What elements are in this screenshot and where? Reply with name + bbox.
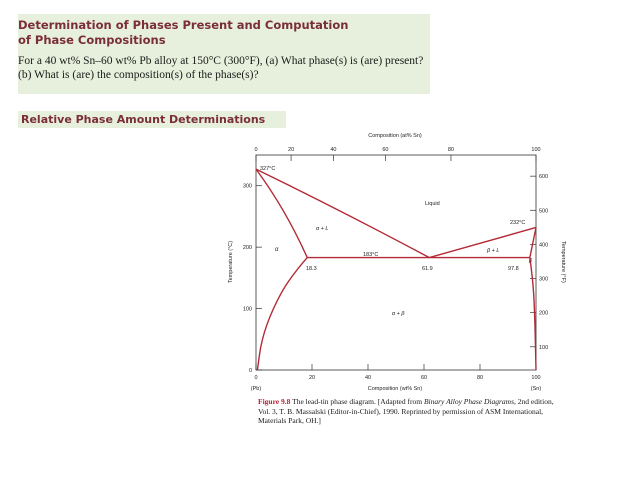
- bottom-right-end-label: (Sn): [531, 386, 542, 392]
- left-axis-title: Temperature (°C): [228, 241, 234, 283]
- problem-title-line-2: of Phase Compositions: [18, 33, 166, 47]
- caption-book-title: Binary Alloy Phase Diagrams,: [423, 397, 516, 406]
- right-axis-ticks: 100 200 300 400 500 600: [530, 174, 548, 351]
- top-tick-label: 40: [330, 147, 336, 153]
- solvus-alpha-line: [256, 257, 308, 371]
- bottom-tick-label: 80: [477, 375, 483, 381]
- top-tick-label: 60: [382, 147, 388, 153]
- top-tick-label: 20: [288, 147, 294, 153]
- bottom-tick-label: 100: [531, 375, 540, 381]
- beta-liquid-region-label: β + L: [486, 248, 499, 254]
- right-tick-label: 400: [539, 242, 548, 248]
- caption-text-before: The lead-tin phase diagram. [Adapted fro…: [292, 397, 423, 406]
- pb-melting-point-label: 327°C: [260, 166, 275, 172]
- beta-max-solubility-label: 97.8: [508, 266, 519, 272]
- plot-frame: [255, 154, 537, 371]
- left-axis-ticks: 0 100 200 300: [243, 184, 262, 374]
- phase-diagram: Composition (at% Sn) 0 20 40 60 80 100 0 20 40 6…: [228, 133, 566, 392]
- top-axis-title: Composition (at% Sn): [368, 133, 422, 139]
- left-tick-label: 300: [243, 184, 252, 190]
- bottom-tick-label: 40: [365, 375, 371, 381]
- left-tick-label: 100: [243, 307, 252, 313]
- figure-label: Figure 9.8: [258, 397, 291, 406]
- solvus-beta-line: [529, 257, 537, 371]
- top-tick-label: 80: [448, 147, 454, 153]
- alpha-liquid-region-label: α + L: [316, 226, 328, 232]
- bottom-axis-title: Composition (wt% Sn): [368, 386, 423, 392]
- eutectic-temperature-label: 183°C: [363, 252, 378, 258]
- top-axis-ticks: 0 20 40 60 80 100: [254, 147, 541, 161]
- eutectic-composition-label: 61.9: [422, 266, 433, 272]
- top-tick-label: 0: [254, 147, 257, 153]
- sn-melting-point-label: 232°C: [510, 220, 525, 226]
- problem-title-line-1: Determination of Phases Present and Comp…: [18, 18, 349, 32]
- caption-text-after: 2nd edition, Vol. 3, T. B. Massalski (Ed…: [258, 397, 554, 425]
- alpha-region-label: α: [275, 247, 279, 253]
- right-tick-label: 200: [539, 311, 548, 317]
- left-tick-label: 0: [249, 368, 252, 374]
- section-heading: Relative Phase Amount Determinations: [21, 113, 266, 126]
- solidus-alpha-line: [255, 168, 308, 258]
- liquid-region-label: Liquid: [425, 201, 440, 207]
- bottom-tick-label: 20: [309, 375, 315, 381]
- bottom-left-end-label: (Pb): [251, 386, 262, 392]
- liquidus-left-line: [255, 168, 430, 259]
- right-tick-label: 300: [539, 277, 548, 283]
- alpha-max-solubility-label: 18.3: [306, 266, 317, 272]
- bottom-axis-ticks: 0 20 40 60 80 100: [254, 364, 541, 381]
- right-tick-label: 500: [539, 208, 548, 214]
- bottom-tick-label: 60: [421, 375, 427, 381]
- right-axis-title: Temperature (°F): [560, 241, 566, 283]
- right-tick-label: 100: [539, 345, 548, 351]
- bottom-tick-label: 0: [254, 375, 257, 381]
- top-tick-label: 100: [531, 147, 540, 153]
- figure-caption: Figure 9.8 The lead-tin phase diagram. […: [258, 397, 558, 426]
- beta-region-label: β: [528, 258, 532, 264]
- section-heading-box: [18, 111, 286, 128]
- alpha-beta-region-label: α + β: [392, 311, 405, 317]
- right-tick-label: 600: [539, 174, 548, 180]
- problem-text: For a 40 wt% Sn–60 wt% Pb alloy at 150°C…: [18, 55, 424, 81]
- phase-boundaries: [255, 168, 537, 371]
- liquidus-right-line: [429, 226, 537, 259]
- problem-box: [18, 14, 430, 94]
- solidus-beta-line: [529, 227, 537, 258]
- left-tick-label: 200: [243, 245, 252, 251]
- problem-title: Determination of Phases Present and Comp…: [18, 18, 418, 48]
